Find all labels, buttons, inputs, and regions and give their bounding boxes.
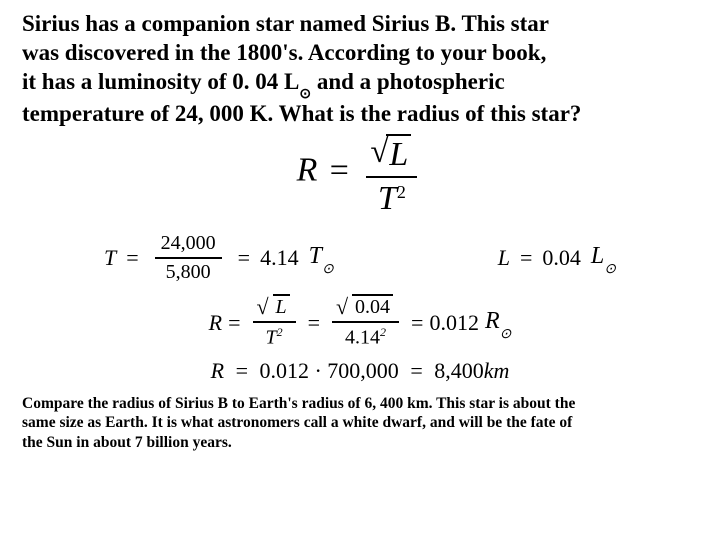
footer-l2: same size as Earth. It is what astronome… [22,414,572,431]
r-lhs: R [209,310,222,336]
q-line2: was discovered in the 1800's. According … [22,40,546,65]
q-line3a: it has a luminosity of 0. 04 L [22,69,299,94]
sun-symbol: ⊙ [299,87,311,102]
luminosity-eq: L = 0.04 L⊙ [498,243,616,274]
middle-row: T = 24,000 5,800 = 4.14 T⊙ L = 0.04 L⊙ [22,232,698,284]
q-line1: Sirius has a companion star named Sirius… [22,11,549,36]
final-lhs: R [211,358,224,383]
q-line4: temperature of 24, 000 K. What is the ra… [22,101,581,126]
formula-num: L [386,134,411,173]
l-lhs: L [498,245,510,271]
r-num-var: L [273,294,290,318]
r-den-val-exp: 2 [380,325,386,339]
l-sun: ⊙ [604,262,616,277]
t-sun: ⊙ [322,262,334,277]
formula-den-var: T [378,180,397,217]
main-formula: R = L T2 [22,136,698,218]
footer-text: Compare the radius of Sirius B to Earth'… [22,394,698,452]
r-num-val: 0.04 [352,294,393,318]
final-expr: 0.012 · 700,000 [259,358,398,383]
t-unit: T [309,243,322,269]
r-den-exp: 2 [277,325,283,339]
final-val: 8,400 [434,358,484,383]
final-unit: km [484,358,510,383]
temperature-eq: T = 24,000 5,800 = 4.14 T⊙ [104,232,334,284]
r-den-val: 4.14 [345,327,380,349]
t-result: 4.14 [260,245,299,271]
r-sun: ⊙ [500,327,512,342]
r-den-var: T [266,327,277,349]
final-result: R = 0.012 · 700,000 = 8,400km [22,358,698,384]
t-den: 5,800 [155,259,222,284]
r-unit: R [485,308,500,334]
t-lhs: T [104,245,116,271]
question-block: Sirius has a companion star named Sirius… [22,10,698,128]
formula-lhs: R [297,152,318,189]
l-unit: L [591,243,604,269]
radius-formula: R = L T2 = 0.04 4.142 = 0.012 R⊙ [22,296,698,350]
q-line3b: and a photospheric [311,69,505,94]
t-num: 24,000 [155,232,222,259]
r-result: 0.012 [429,310,479,336]
l-val: 0.04 [542,245,581,271]
footer-l1: Compare the radius of Sirius B to Earth'… [22,395,575,412]
formula-den-exp: 2 [397,182,406,202]
footer-l3: the Sun in about 7 billion years. [22,434,232,451]
